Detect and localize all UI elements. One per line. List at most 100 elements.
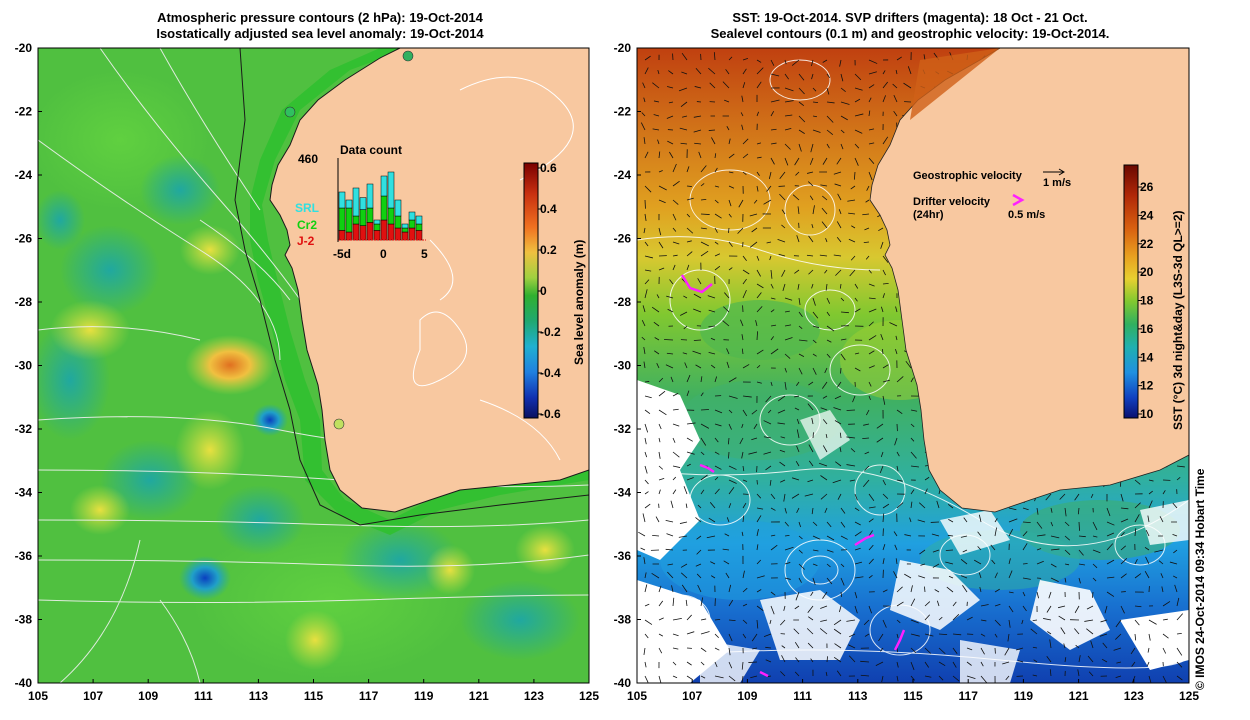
y-tick-label: -24	[614, 168, 632, 182]
velocity-arrow	[1036, 534, 1046, 537]
histogram-bar-cr2	[408, 219, 416, 229]
velocity-arrow	[1100, 619, 1108, 623]
velocity-arrow	[1172, 502, 1178, 509]
velocity-arrow	[742, 587, 748, 593]
velocity-arrow	[798, 577, 802, 583]
velocity-arrow	[767, 409, 772, 414]
sst-colorbar-label: SST (°C) 3d night&day (L3S-3d QL>=2)	[1171, 211, 1185, 431]
velocity-arrow	[643, 557, 646, 565]
velocity-arrow	[848, 644, 856, 649]
velocity-arrow	[770, 605, 775, 615]
velocity-arrow	[1173, 549, 1178, 554]
velocity-arrow	[644, 255, 654, 259]
velocity-arrow	[820, 407, 828, 411]
velocity-arrow	[1158, 560, 1164, 565]
histogram-bar-srl	[401, 223, 409, 229]
velocity-arrow	[784, 310, 790, 313]
velocity-arrow	[795, 171, 800, 176]
velocity-arrow	[657, 139, 660, 145]
velocity-arrow	[1134, 559, 1138, 565]
velocity-arrow	[868, 128, 875, 131]
velocity-arrow	[1134, 573, 1142, 579]
velocity-arrow	[1022, 507, 1029, 511]
velocity-arrow	[1046, 655, 1052, 663]
velocity-arrow	[882, 70, 886, 75]
velocity-arrow	[644, 451, 648, 458]
velocity-arrow	[866, 185, 870, 191]
velocity-arrow	[1169, 561, 1178, 565]
velocity-arrow	[1033, 659, 1038, 663]
velocity-arrow	[1004, 647, 1010, 656]
velocity-arrow	[756, 493, 762, 499]
velocity-arrow	[728, 199, 732, 207]
velocity-arrow	[794, 671, 800, 677]
velocity-arrow	[686, 185, 692, 187]
velocity-arrow	[966, 661, 972, 666]
velocity-arrow	[868, 518, 874, 523]
velocity-arrow	[700, 165, 707, 173]
velocity-arrow	[644, 437, 647, 445]
inset-x-tick-2: 5	[421, 247, 428, 261]
velocity-arrow	[812, 205, 815, 215]
right-panel-title: SST: 19-Oct-2014. SVP drifters (magenta)…	[600, 10, 1220, 42]
x-tick-label: 115	[903, 689, 923, 703]
velocity-arrow	[1130, 647, 1136, 655]
velocity-arrow	[868, 335, 877, 341]
velocity-arrow	[826, 521, 832, 528]
velocity-arrow	[658, 151, 661, 159]
velocity-arrow	[876, 423, 884, 429]
velocity-arrow	[784, 100, 794, 103]
velocity-arrow	[755, 320, 758, 327]
velocity-arrow	[810, 658, 814, 663]
velocity-arrow	[846, 464, 856, 467]
velocity-arrow	[640, 122, 646, 131]
histogram-bar-cr2	[387, 207, 395, 225]
velocity-arrow	[658, 675, 662, 683]
velocity-arrow	[826, 353, 831, 358]
velocity-arrow	[824, 269, 828, 274]
velocity-arrow	[962, 549, 968, 553]
velocity-arrow	[980, 619, 987, 622]
velocity-arrow	[868, 308, 877, 313]
velocity-arrow	[714, 633, 720, 639]
x-tick-label: 119	[414, 689, 434, 703]
velocity-arrow	[795, 461, 800, 467]
colorbar-tick-label: 20	[1140, 265, 1154, 279]
velocity-arrow	[686, 675, 693, 680]
velocity-arrow	[1134, 502, 1141, 509]
velocity-arrow	[714, 423, 722, 427]
velocity-arrow	[644, 289, 648, 299]
velocity-arrow	[668, 70, 674, 75]
velocity-arrow	[686, 264, 690, 271]
histogram-bar-srl	[394, 199, 402, 217]
velocity-arrow	[862, 437, 870, 440]
drifter-tracks	[680, 274, 906, 678]
velocity-arrow	[728, 486, 735, 495]
velocity-arrow	[812, 339, 817, 344]
velocity-arrow	[822, 419, 828, 425]
velocity-arrow	[1176, 632, 1182, 635]
velocity-arrow	[784, 59, 787, 65]
histogram-bar-j2	[387, 223, 395, 241]
velocity-arrow	[1074, 628, 1080, 635]
velocity-arrow	[1008, 558, 1011, 565]
velocity-arrow	[672, 451, 680, 458]
velocity-arrow	[658, 451, 661, 459]
velocity-arrow	[812, 325, 820, 329]
velocity-arrow	[807, 642, 814, 649]
velocity-arrow	[742, 57, 749, 61]
velocity-arrow	[672, 647, 679, 650]
velocity-arrow	[1147, 647, 1150, 653]
velocity-arrow	[1022, 577, 1031, 580]
velocity-arrow	[742, 138, 749, 145]
y-tick-label: -34	[15, 486, 33, 500]
velocity-arrow	[924, 661, 930, 668]
velocity-arrow	[644, 423, 649, 433]
velocity-arrow	[1022, 543, 1028, 551]
velocity-arrow	[820, 475, 828, 481]
velocity-arrow	[742, 255, 747, 261]
velocity-arrow	[1022, 521, 1031, 524]
velocity-arrow	[778, 253, 786, 257]
velocity-arrow	[798, 143, 802, 152]
velocity-arrow	[882, 543, 886, 551]
